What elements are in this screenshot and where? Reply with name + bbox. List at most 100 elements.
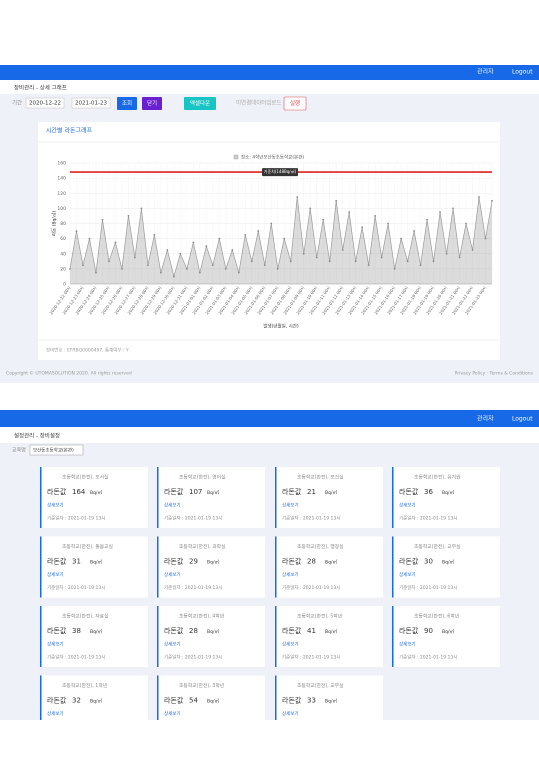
device-name: 초등학교(한전), 자료실: [62, 613, 109, 620]
reference-date: 기준일자 : 2021-01-19 13시: [47, 584, 105, 591]
excel-button[interactable]: [184, 97, 216, 110]
detail-link[interactable]: 상세보기: [282, 571, 299, 578]
value-label: 라돈값: [282, 626, 302, 635]
device-card[interactable]: [392, 536, 500, 598]
y-tick-label: 40: [60, 251, 66, 257]
reference-date: 기준일자 : 2021-01-19 13시: [399, 584, 457, 591]
device-card[interactable]: [157, 606, 265, 667]
radon-value: 28: [189, 627, 198, 635]
data-point: [244, 233, 247, 236]
data-point: [140, 207, 143, 210]
device-card[interactable]: [275, 536, 383, 598]
legend-label: 장소: 4학년보산동초등학교(본관): [241, 154, 304, 161]
device-name: 초등학교(한전), 3학년: [179, 682, 224, 689]
school-label: 교육명: [12, 447, 26, 454]
reference-date: 기준일자 : 2021-01-19 13시: [164, 723, 222, 730]
radon-value: 164: [72, 488, 86, 496]
breadcrumb-bar: [0, 427, 539, 443]
device-card[interactable]: [392, 467, 500, 528]
logout[interactable]: Logout: [512, 69, 533, 76]
threshold-label: 기준치(148Bq/㎥): [264, 168, 297, 174]
value-unit: Bq/㎡: [207, 489, 219, 496]
value-unit: Bq/㎡: [90, 628, 102, 635]
detail-link[interactable]: 상세보기: [164, 710, 181, 717]
search-button[interactable]: [117, 97, 137, 110]
card-accent: [40, 606, 42, 667]
device-card[interactable]: [40, 675, 148, 737]
device-card[interactable]: [157, 675, 265, 737]
data-point: [82, 264, 84, 266]
data-point: [348, 211, 351, 214]
reference-date: 기준일자 : 2021-01-19 13시: [282, 584, 340, 591]
data-point: [413, 230, 415, 232]
data-point: [354, 260, 357, 263]
device-card[interactable]: [157, 467, 265, 528]
value-label: 라돈값: [47, 626, 67, 635]
user-name[interactable]: 관리자: [477, 415, 494, 423]
device-card[interactable]: [40, 536, 148, 598]
reference-date: 기준일자 : 2021-01-19 13시: [282, 723, 340, 730]
detail-link[interactable]: 상세보기: [282, 710, 299, 717]
footer-links[interactable]: Privacy Policy · Terms & Conditions: [455, 371, 534, 377]
device-card[interactable]: [40, 606, 148, 667]
run-button[interactable]: [283, 96, 307, 111]
close-button-text: 닫기: [147, 99, 157, 107]
data-point: [367, 264, 370, 266]
user-name[interactable]: 관리자: [477, 68, 494, 76]
start-date-text: 2020-12-22: [29, 101, 61, 107]
detail-link[interactable]: 상세보기: [164, 571, 181, 578]
value-unit: Bq/㎡: [442, 489, 454, 496]
radon-value: 107: [189, 488, 202, 496]
end-date[interactable]: [71, 97, 111, 109]
reference-date: 기준일자 : 2021-01-19 13시: [164, 584, 222, 591]
data-point: [101, 218, 104, 221]
start-date[interactable]: [25, 97, 65, 109]
device-card[interactable]: [275, 675, 383, 737]
radon-value: 36: [424, 488, 433, 496]
detail-link[interactable]: 상세보기: [47, 571, 64, 578]
device-card[interactable]: [275, 606, 383, 667]
data-point: [341, 249, 344, 251]
device-card[interactable]: [392, 606, 500, 667]
data-point: [302, 252, 305, 255]
device-name: 초등학교(한전), 4학년: [179, 613, 224, 620]
copyright: Copyright © UTOMASOLUTION 2020. All righ…: [6, 370, 132, 377]
device-name: 초등학교(한전), 보건실: [297, 474, 344, 481]
card-accent: [275, 606, 277, 667]
value-unit: Bq/㎡: [207, 698, 219, 705]
detail-link[interactable]: 상세보기: [399, 502, 416, 509]
school-select[interactable]: [29, 444, 84, 456]
detail-link[interactable]: 상세보기: [282, 502, 299, 509]
reference-date: 기준일자 : 2021-01-19 13시: [47, 723, 105, 730]
detail-link[interactable]: 상세보기: [399, 641, 416, 648]
value-label: 라돈값: [399, 487, 419, 496]
close-button[interactable]: [142, 97, 162, 110]
device-name: 초등학교(한전), 과학실: [179, 543, 226, 550]
data-point: [374, 215, 377, 217]
detail-link[interactable]: 상세보기: [164, 641, 181, 648]
reference-date: 기준일자 : 2021-01-19 13시: [282, 654, 340, 661]
detail-link[interactable]: 상세보기: [399, 571, 416, 578]
y-tick-label: 80: [60, 221, 66, 227]
data-point: [380, 256, 383, 259]
reference-date: 기준일자 : 2021-01-19 13시: [399, 654, 457, 661]
data-point: [426, 218, 428, 221]
value-unit: Bq/㎡: [207, 559, 219, 566]
device-name: 초등학교(한전), 6학년: [414, 613, 459, 620]
device-card[interactable]: [157, 536, 265, 598]
device-name: 초등학교(한전), 교무실: [414, 543, 461, 550]
data-point: [127, 215, 130, 217]
card-accent: [392, 606, 394, 667]
device-card[interactable]: [40, 467, 148, 528]
detail-link[interactable]: 상세보기: [164, 502, 181, 509]
detail-link[interactable]: 상세보기: [47, 710, 64, 717]
value-unit: Bq/㎡: [90, 559, 102, 566]
detail-link[interactable]: 상세보기: [47, 641, 64, 648]
device-card[interactable]: [275, 467, 383, 528]
data-point: [452, 207, 454, 210]
detail-link[interactable]: 상세보기: [47, 502, 64, 509]
data-point: [250, 260, 253, 263]
logout[interactable]: Logout: [512, 416, 533, 423]
area-fill: [70, 197, 492, 284]
detail-link[interactable]: 상세보기: [282, 641, 299, 648]
